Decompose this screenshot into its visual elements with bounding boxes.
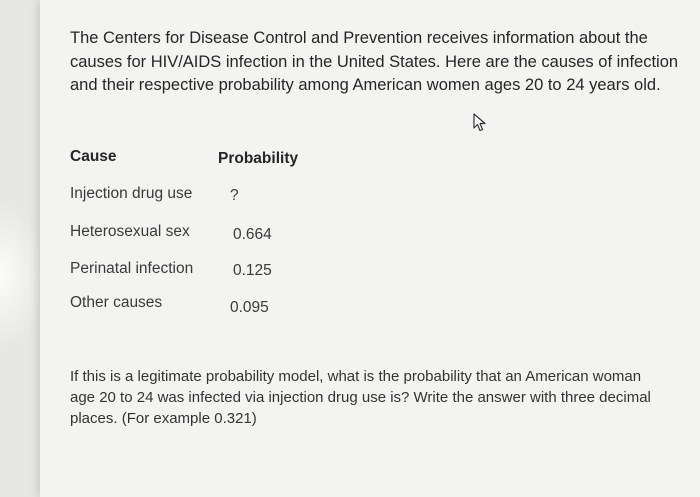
question-card: The Centers for Disease Control and Prev…: [40, 0, 700, 497]
row-cause-other: Other causes: [70, 294, 163, 311]
row-prob-heterosexual: 0.664: [233, 226, 272, 243]
row-cause-heterosexual: Heterosexual sex: [70, 223, 190, 240]
mouse-pointer-icon: [473, 113, 486, 132]
row-prob-other: 0.095: [230, 299, 269, 316]
row-prob-injection: ?: [230, 187, 239, 204]
header-cause: Cause: [70, 148, 117, 165]
screen-glare: [0, 200, 46, 350]
question-paragraph: If this is a legitimate probability mode…: [70, 368, 651, 427]
row-cause-perinatal: Perinatal infection: [70, 260, 194, 277]
row-cause-injection: Injection drug use: [70, 185, 193, 202]
header-probability: Probability: [218, 150, 299, 167]
intro-paragraph: The Centers for Disease Control and Prev…: [70, 29, 679, 94]
row-prob-perinatal: 0.125: [233, 262, 272, 279]
